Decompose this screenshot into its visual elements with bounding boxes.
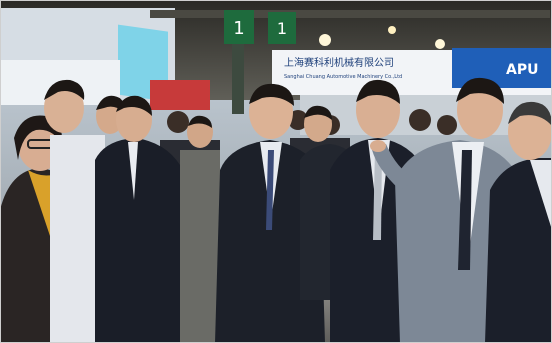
hall-sign-left-number: 1 bbox=[233, 18, 244, 39]
banner-chinese-text: 上海赛科利机械有限公司 bbox=[284, 56, 394, 69]
hall-sign-right bbox=[268, 12, 296, 44]
person-man-5 bbox=[180, 115, 220, 343]
banner-english-text: Sanghai Chuang Automotive Machinery Co.,… bbox=[284, 74, 402, 80]
person-man-4 bbox=[95, 95, 185, 343]
hall-sign-right-number: 1 bbox=[277, 19, 287, 38]
sign-pole bbox=[232, 44, 244, 114]
ceiling-light bbox=[388, 26, 396, 34]
ceiling-beam bbox=[150, 10, 550, 18]
hall-sign-left bbox=[224, 10, 254, 44]
ceiling-light bbox=[435, 39, 445, 49]
ceiling-light bbox=[319, 34, 331, 46]
banner-logo: APU bbox=[506, 62, 538, 78]
person-man-center bbox=[215, 83, 325, 343]
person-man-right-edge bbox=[485, 101, 552, 343]
red-stand bbox=[150, 80, 210, 110]
